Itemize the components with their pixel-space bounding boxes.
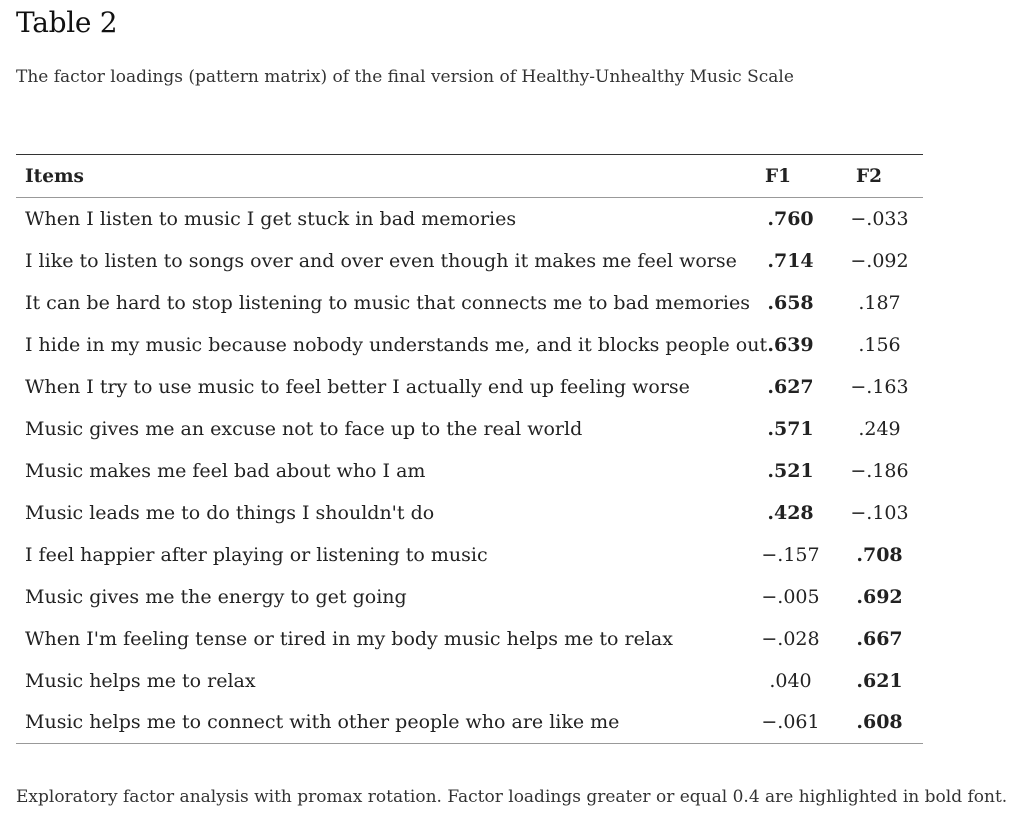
f1-loading-cell: .658: [767, 291, 814, 314]
table-row: Music makes me feel bad about who I am .5…: [16, 450, 923, 492]
table-caption: The factor loadings (pattern matrix) of …: [16, 67, 794, 87]
f1-loading-cell: −.005: [761, 585, 820, 608]
item-cell: I like to listen to songs over and over …: [25, 249, 737, 272]
item-cell: Music helps me to connect with other peo…: [25, 711, 620, 734]
f2-loading-cell: .249: [858, 417, 901, 440]
table-row: When I try to use music to feel better I…: [16, 366, 923, 408]
table-row: It can be hard to stop listening to musi…: [16, 282, 923, 324]
f1-loading-cell: −.028: [761, 627, 820, 650]
f2-loading-cell: .187: [858, 291, 901, 314]
table-row: Music gives me the energy to get going −.…: [16, 576, 923, 618]
f2-loading-cell: −.186: [850, 459, 909, 482]
f1-loading-cell: .639: [767, 333, 814, 356]
table-header: Items F1 F2: [16, 154, 923, 198]
f2-loading-cell: .667: [856, 627, 903, 650]
f2-loading-cell: .156: [858, 333, 901, 356]
table-row: I like to listen to songs over and over …: [16, 240, 923, 282]
item-cell: I hide in my music because nobody unders…: [25, 333, 768, 356]
table-row: I hide in my music because nobody unders…: [16, 324, 923, 366]
header-f2: F2: [856, 165, 883, 187]
table-row: When I listen to music I get stuck in ba…: [16, 198, 923, 240]
header-row: Items F1 F2: [16, 154, 923, 198]
table-row: Music helps me to connect with other peo…: [16, 702, 923, 744]
item-cell: Music gives me the energy to get going: [25, 585, 407, 608]
item-cell: When I try to use music to feel better I…: [25, 375, 690, 398]
header-f1: F1: [765, 165, 792, 187]
f1-loading-cell: −.157: [761, 543, 820, 566]
f2-loading-cell: .692: [856, 585, 903, 608]
factor-loadings-table: Items F1 F2 When I listen to music I get…: [16, 154, 923, 744]
f2-loading-cell: −.103: [850, 501, 909, 524]
item-cell: Music leads me to do things I shouldn't …: [25, 501, 435, 524]
item-cell: I feel happier after playing or listenin…: [25, 543, 488, 566]
f2-loading-cell: −.033: [850, 207, 909, 230]
f1-loading-cell: .627: [767, 375, 814, 398]
item-cell: When I listen to music I get stuck in ba…: [25, 207, 517, 230]
header-items: Items: [25, 165, 84, 187]
table-note: Exploratory factor analysis with promax …: [16, 787, 1008, 807]
table-row: When I'm feeling tense or tired in my bo…: [16, 618, 923, 660]
item-cell: It can be hard to stop listening to musi…: [25, 291, 750, 314]
f2-loading-cell: −.092: [850, 249, 909, 272]
f2-loading-cell: −.163: [850, 375, 909, 398]
factor-loadings-table-container: Items F1 F2 When I listen to music I get…: [16, 154, 923, 744]
table-row: I feel happier after playing or listenin…: [16, 534, 923, 576]
table-row: Music helps me to relax .040 .621: [16, 660, 923, 702]
table-title: Table 2: [16, 6, 118, 39]
f1-loading-cell: .521: [767, 459, 814, 482]
item-cell: Music makes me feel bad about who I am: [25, 459, 426, 482]
f1-loading-cell: −.061: [761, 711, 820, 734]
table-row: Music gives me an excuse not to face up …: [16, 408, 923, 450]
table-row: Music leads me to do things I shouldn't …: [16, 492, 923, 534]
f1-loading-cell: .428: [767, 501, 814, 524]
item-cell: When I'm feeling tense or tired in my bo…: [25, 627, 673, 650]
f2-loading-cell: .621: [856, 669, 903, 692]
f1-loading-cell: .760: [767, 207, 814, 230]
f1-loading-cell: .571: [767, 417, 814, 440]
f2-loading-cell: .608: [856, 711, 903, 734]
item-cell: Music helps me to relax: [25, 669, 256, 692]
f2-loading-cell: .708: [856, 543, 903, 566]
item-cell: Music gives me an excuse not to face up …: [25, 417, 583, 440]
f1-loading-cell: .714: [767, 249, 814, 272]
table-body: When I listen to music I get stuck in ba…: [16, 198, 923, 744]
f1-loading-cell: .040: [769, 669, 812, 692]
